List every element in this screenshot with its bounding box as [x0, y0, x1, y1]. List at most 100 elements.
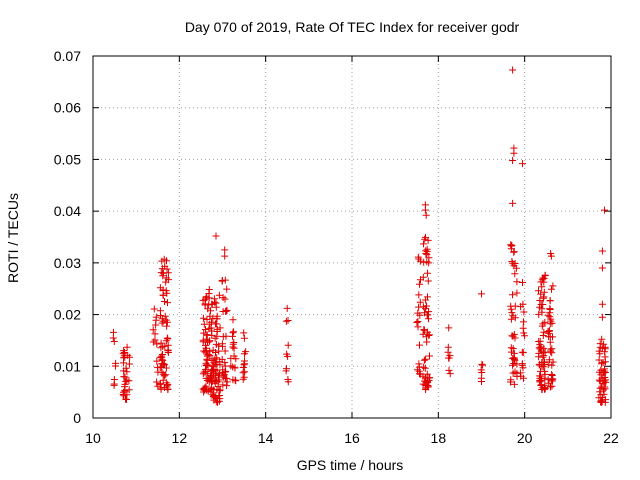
data-point: [229, 329, 237, 337]
data-point: [121, 387, 129, 394]
data-point: [123, 343, 131, 351]
data-point: [232, 355, 240, 363]
data-point: [160, 372, 168, 380]
data-point: [547, 348, 555, 356]
data-point: [221, 347, 229, 355]
data-point: [218, 340, 226, 348]
data-point: [120, 359, 127, 367]
data-point: [283, 350, 291, 358]
data-point: [509, 291, 516, 299]
data-point: [507, 242, 515, 250]
data-point: [540, 328, 548, 336]
data-point: [601, 358, 609, 366]
data-point: [156, 380, 164, 388]
data-point: [207, 307, 214, 315]
data-point: [163, 265, 171, 273]
data-point: [209, 371, 217, 379]
data-point: [125, 377, 133, 385]
data-point: [541, 318, 549, 326]
data-point: [426, 352, 433, 360]
data-point: [519, 300, 527, 308]
data-point: [241, 357, 248, 365]
data-point: [163, 334, 171, 342]
data-point: [164, 299, 171, 307]
data-point: [231, 364, 239, 372]
data-point: [519, 279, 526, 286]
data-point: [202, 293, 210, 301]
data-point: [223, 285, 231, 293]
data-point: [510, 248, 518, 256]
data-point: [157, 339, 165, 347]
data-point: [110, 338, 118, 345]
x-tick-label: 16: [344, 430, 360, 446]
data-point: [519, 349, 527, 357]
x-tick-label: 20: [517, 430, 533, 446]
data-point: [156, 364, 164, 372]
data-point: [121, 353, 129, 361]
data-point: [159, 286, 167, 294]
data-point: [421, 355, 429, 363]
data-point: [215, 291, 223, 299]
data-point: [541, 271, 549, 279]
data-point: [223, 382, 231, 390]
data-point: [595, 394, 603, 402]
data-point: [540, 352, 548, 360]
data-point: [199, 370, 207, 378]
data-point: [222, 332, 230, 340]
data-point: [416, 280, 423, 288]
data-point: [161, 342, 169, 350]
data-point: [202, 344, 210, 352]
data-point: [539, 301, 547, 308]
data-point: [208, 378, 216, 385]
data-point: [548, 382, 556, 390]
data-points: [109, 66, 610, 406]
y-tick-label: 0.06: [54, 100, 81, 116]
data-point: [120, 392, 128, 400]
data-point: [540, 344, 548, 352]
data-point: [203, 331, 211, 339]
data-point: [547, 317, 555, 325]
data-point: [210, 396, 218, 404]
data-point: [511, 270, 519, 278]
data-point: [161, 298, 168, 305]
data-point: [415, 291, 423, 299]
data-point: [424, 293, 431, 301]
data-point: [205, 286, 213, 293]
data-point: [509, 199, 517, 207]
data-point: [212, 299, 220, 307]
data-point: [535, 338, 543, 345]
data-point: [507, 344, 515, 352]
data-point: [420, 356, 428, 364]
data-point: [509, 312, 517, 320]
data-point: [596, 350, 604, 358]
data-point: [209, 346, 217, 354]
tick-labels: 10 12 14 16 18 20 22 0 0.01 0.02 0.03 0.04 0.05 0.06 0…: [54, 48, 619, 446]
data-point: [541, 367, 549, 375]
data-point: [421, 309, 428, 317]
data-point: [199, 314, 207, 322]
data-point: [213, 354, 221, 362]
data-point: [444, 343, 452, 351]
data-point: [158, 356, 166, 364]
data-point: [218, 277, 226, 284]
data-point: [419, 273, 427, 281]
data-point: [598, 360, 606, 368]
data-point: [208, 300, 216, 308]
data-point: [414, 309, 422, 317]
data-point: [538, 283, 546, 291]
data-point: [424, 269, 431, 277]
data-point: [153, 340, 161, 348]
data-point: [600, 367, 608, 375]
data-point: [282, 317, 290, 325]
data-point: [535, 287, 542, 295]
data-point: [537, 376, 545, 384]
data-point: [517, 372, 525, 380]
data-point: [122, 378, 130, 385]
data-point: [598, 300, 606, 308]
data-point: [221, 295, 229, 303]
data-point: [508, 258, 516, 265]
data-point: [541, 385, 549, 393]
data-point: [419, 372, 427, 380]
data-point: [219, 381, 227, 389]
y-tick-label: 0.03: [54, 255, 81, 271]
